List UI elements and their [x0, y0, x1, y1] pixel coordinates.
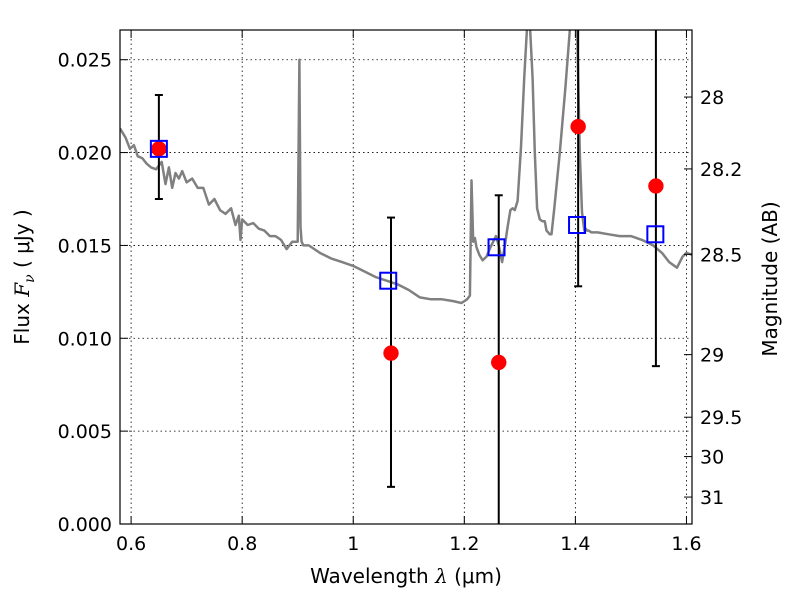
sed-line: [120, 30, 692, 305]
y-tick-label: 0.000: [58, 514, 112, 536]
y-tick-label: 0.015: [58, 235, 112, 257]
y2-tick-label: 30: [700, 447, 724, 469]
observed-point: [648, 178, 664, 194]
model-square: [568, 216, 587, 234]
ticks: 0.6 0.8 1 1.2 1.4 1.6 0.000 0.005 0.010 0.015 0.02…: [58, 30, 742, 555]
x-tick-label: 0.8: [227, 533, 257, 555]
x-axis-label: Wavelength λ (μm): [310, 564, 502, 588]
x-tick-label: 1: [347, 533, 359, 555]
x-tick-label: 1.6: [671, 533, 701, 555]
y2-tick-label: 29: [700, 345, 724, 367]
model-square: [379, 271, 398, 290]
plot-frame: [119, 29, 693, 525]
observed-point: [490, 354, 507, 371]
markers: [149, 30, 665, 524]
x-tick-label: 0.6: [116, 533, 146, 555]
plot-area: [120, 30, 692, 305]
y2-tick-label: 28.5: [700, 244, 742, 266]
model-square: [149, 139, 168, 158]
y-tick-label: 0.005: [58, 421, 112, 443]
y2-tick-label: 28: [700, 87, 724, 109]
x-tick-label: 1.2: [449, 533, 479, 555]
model-square: [487, 238, 506, 257]
observed-point: [151, 141, 167, 157]
y2-tick-label: 31: [700, 487, 724, 509]
y-tick-label: 0.020: [58, 143, 112, 165]
y2-tick-label: 28.2: [700, 159, 742, 181]
secondary-y-axis-label: Magnitude (AB): [758, 201, 782, 356]
y2-tick-label: 29.5: [700, 407, 742, 429]
y-axis-label: Flux Fν ( μJy ): [10, 209, 38, 344]
model-square: [646, 225, 665, 244]
y-tick-label: 0.025: [58, 50, 112, 72]
y-tick-label: 0.010: [58, 328, 112, 350]
x-tick-label: 1.4: [560, 533, 590, 555]
observed-point: [383, 345, 399, 361]
observed-point: [570, 118, 586, 135]
